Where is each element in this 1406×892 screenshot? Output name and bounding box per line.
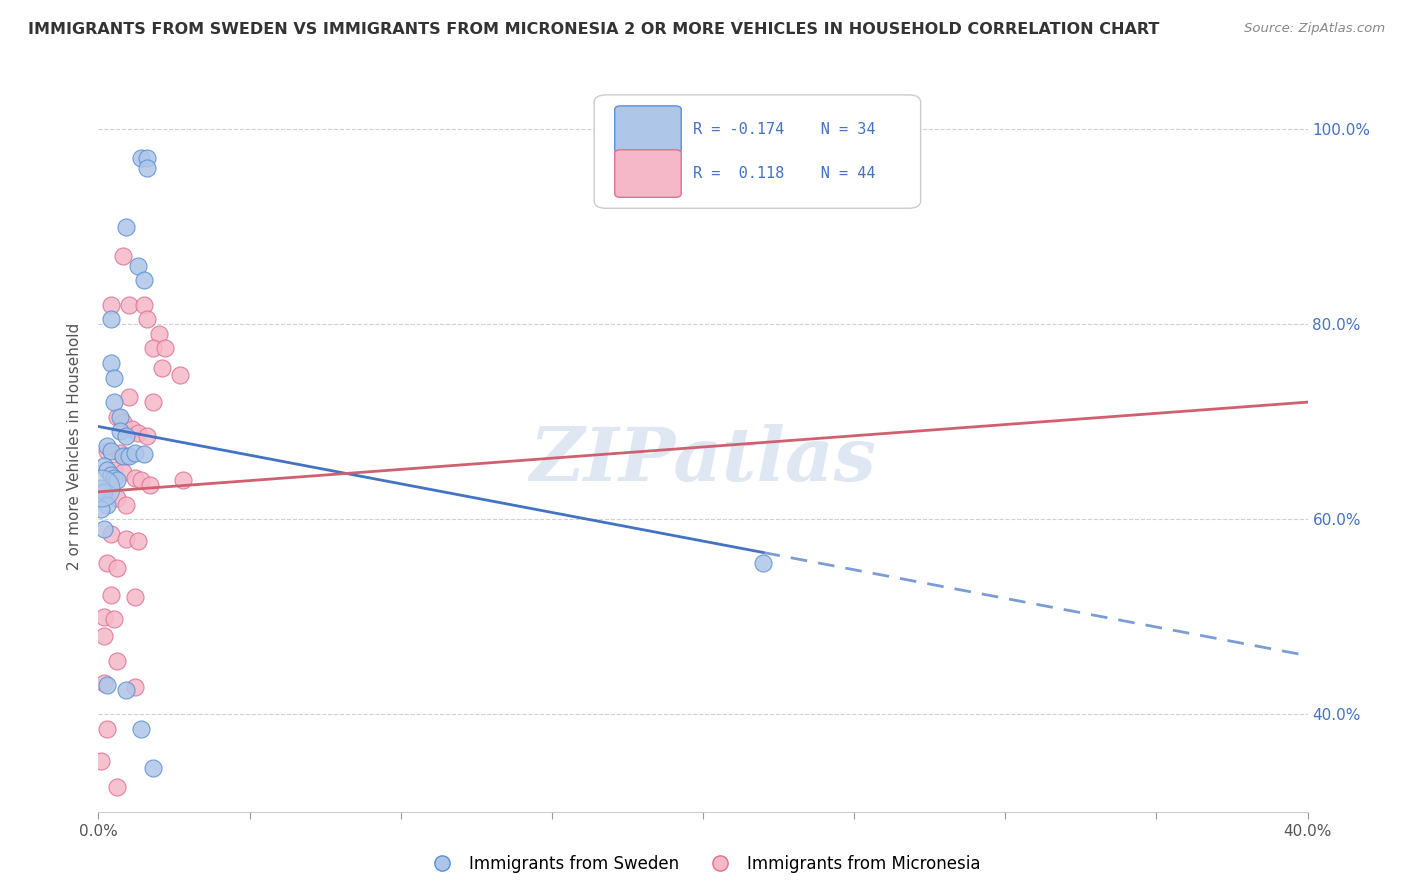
Point xyxy=(96,722,118,736)
Point xyxy=(100,312,122,326)
Point xyxy=(105,409,128,424)
Point xyxy=(93,484,115,499)
Point xyxy=(108,425,131,439)
Point xyxy=(105,473,128,487)
Text: ZIPatlas: ZIPatlas xyxy=(530,425,876,497)
Point xyxy=(132,273,155,287)
Point xyxy=(121,422,143,436)
Point xyxy=(135,429,157,443)
Point xyxy=(100,356,122,370)
Point xyxy=(90,754,112,768)
Point xyxy=(129,722,152,736)
FancyBboxPatch shape xyxy=(595,95,921,209)
Point xyxy=(132,447,155,461)
Point xyxy=(114,429,136,443)
Point xyxy=(114,219,136,234)
Point xyxy=(114,532,136,546)
Point xyxy=(111,466,134,480)
Point xyxy=(100,443,122,458)
Text: R = -0.174    N = 34: R = -0.174 N = 34 xyxy=(693,122,876,137)
Point xyxy=(93,522,115,536)
Legend: Immigrants from Sweden, Immigrants from Micronesia: Immigrants from Sweden, Immigrants from … xyxy=(419,848,987,880)
Point xyxy=(124,471,146,485)
Point xyxy=(105,780,128,795)
Text: R =  0.118    N = 44: R = 0.118 N = 44 xyxy=(693,166,876,181)
Point xyxy=(150,361,173,376)
Text: Source: ZipAtlas.com: Source: ZipAtlas.com xyxy=(1244,22,1385,36)
Point xyxy=(127,259,149,273)
Point xyxy=(108,409,131,424)
Point xyxy=(96,556,118,570)
Point xyxy=(105,561,128,575)
Point xyxy=(148,326,170,341)
Point xyxy=(139,478,162,492)
Point xyxy=(96,678,118,692)
Point xyxy=(100,468,122,483)
Point xyxy=(93,458,115,473)
Point xyxy=(96,443,118,458)
Point xyxy=(100,526,122,541)
Point xyxy=(118,449,141,463)
Point xyxy=(172,473,194,487)
Point xyxy=(96,498,118,512)
Point xyxy=(93,609,115,624)
Point xyxy=(118,297,141,311)
Point xyxy=(105,654,128,668)
Point xyxy=(135,151,157,165)
Point xyxy=(96,463,118,477)
Point xyxy=(100,297,122,311)
FancyBboxPatch shape xyxy=(614,150,682,197)
Point xyxy=(103,471,125,485)
Point xyxy=(135,161,157,175)
FancyBboxPatch shape xyxy=(614,106,682,153)
Point xyxy=(103,612,125,626)
Point xyxy=(124,590,146,604)
Point xyxy=(96,439,118,453)
Point xyxy=(132,297,155,311)
Point xyxy=(135,312,157,326)
Y-axis label: 2 or more Vehicles in Household: 2 or more Vehicles in Household xyxy=(67,322,83,570)
Point xyxy=(100,588,122,602)
Point xyxy=(90,481,112,495)
Point xyxy=(129,151,152,165)
Point xyxy=(127,533,149,548)
Point xyxy=(90,481,112,495)
Point xyxy=(111,415,134,429)
Point xyxy=(111,249,134,263)
Point xyxy=(114,449,136,463)
Point xyxy=(169,368,191,382)
Point xyxy=(90,502,112,516)
Point xyxy=(142,761,165,775)
Point xyxy=(118,390,141,404)
Point xyxy=(752,556,775,570)
Point xyxy=(124,680,146,694)
Point xyxy=(103,395,125,409)
Point xyxy=(93,629,115,643)
Point xyxy=(124,446,146,460)
Point xyxy=(105,491,128,505)
Point xyxy=(142,342,165,356)
Point xyxy=(129,473,152,487)
Point xyxy=(114,498,136,512)
Point xyxy=(127,426,149,441)
Point xyxy=(114,682,136,697)
Point xyxy=(103,463,125,477)
Point xyxy=(142,395,165,409)
Point xyxy=(108,446,131,460)
Point xyxy=(93,676,115,690)
Point xyxy=(111,449,134,463)
Point xyxy=(153,342,176,356)
Point xyxy=(103,370,125,384)
Text: IMMIGRANTS FROM SWEDEN VS IMMIGRANTS FROM MICRONESIA 2 OR MORE VEHICLES IN HOUSE: IMMIGRANTS FROM SWEDEN VS IMMIGRANTS FRO… xyxy=(28,22,1160,37)
